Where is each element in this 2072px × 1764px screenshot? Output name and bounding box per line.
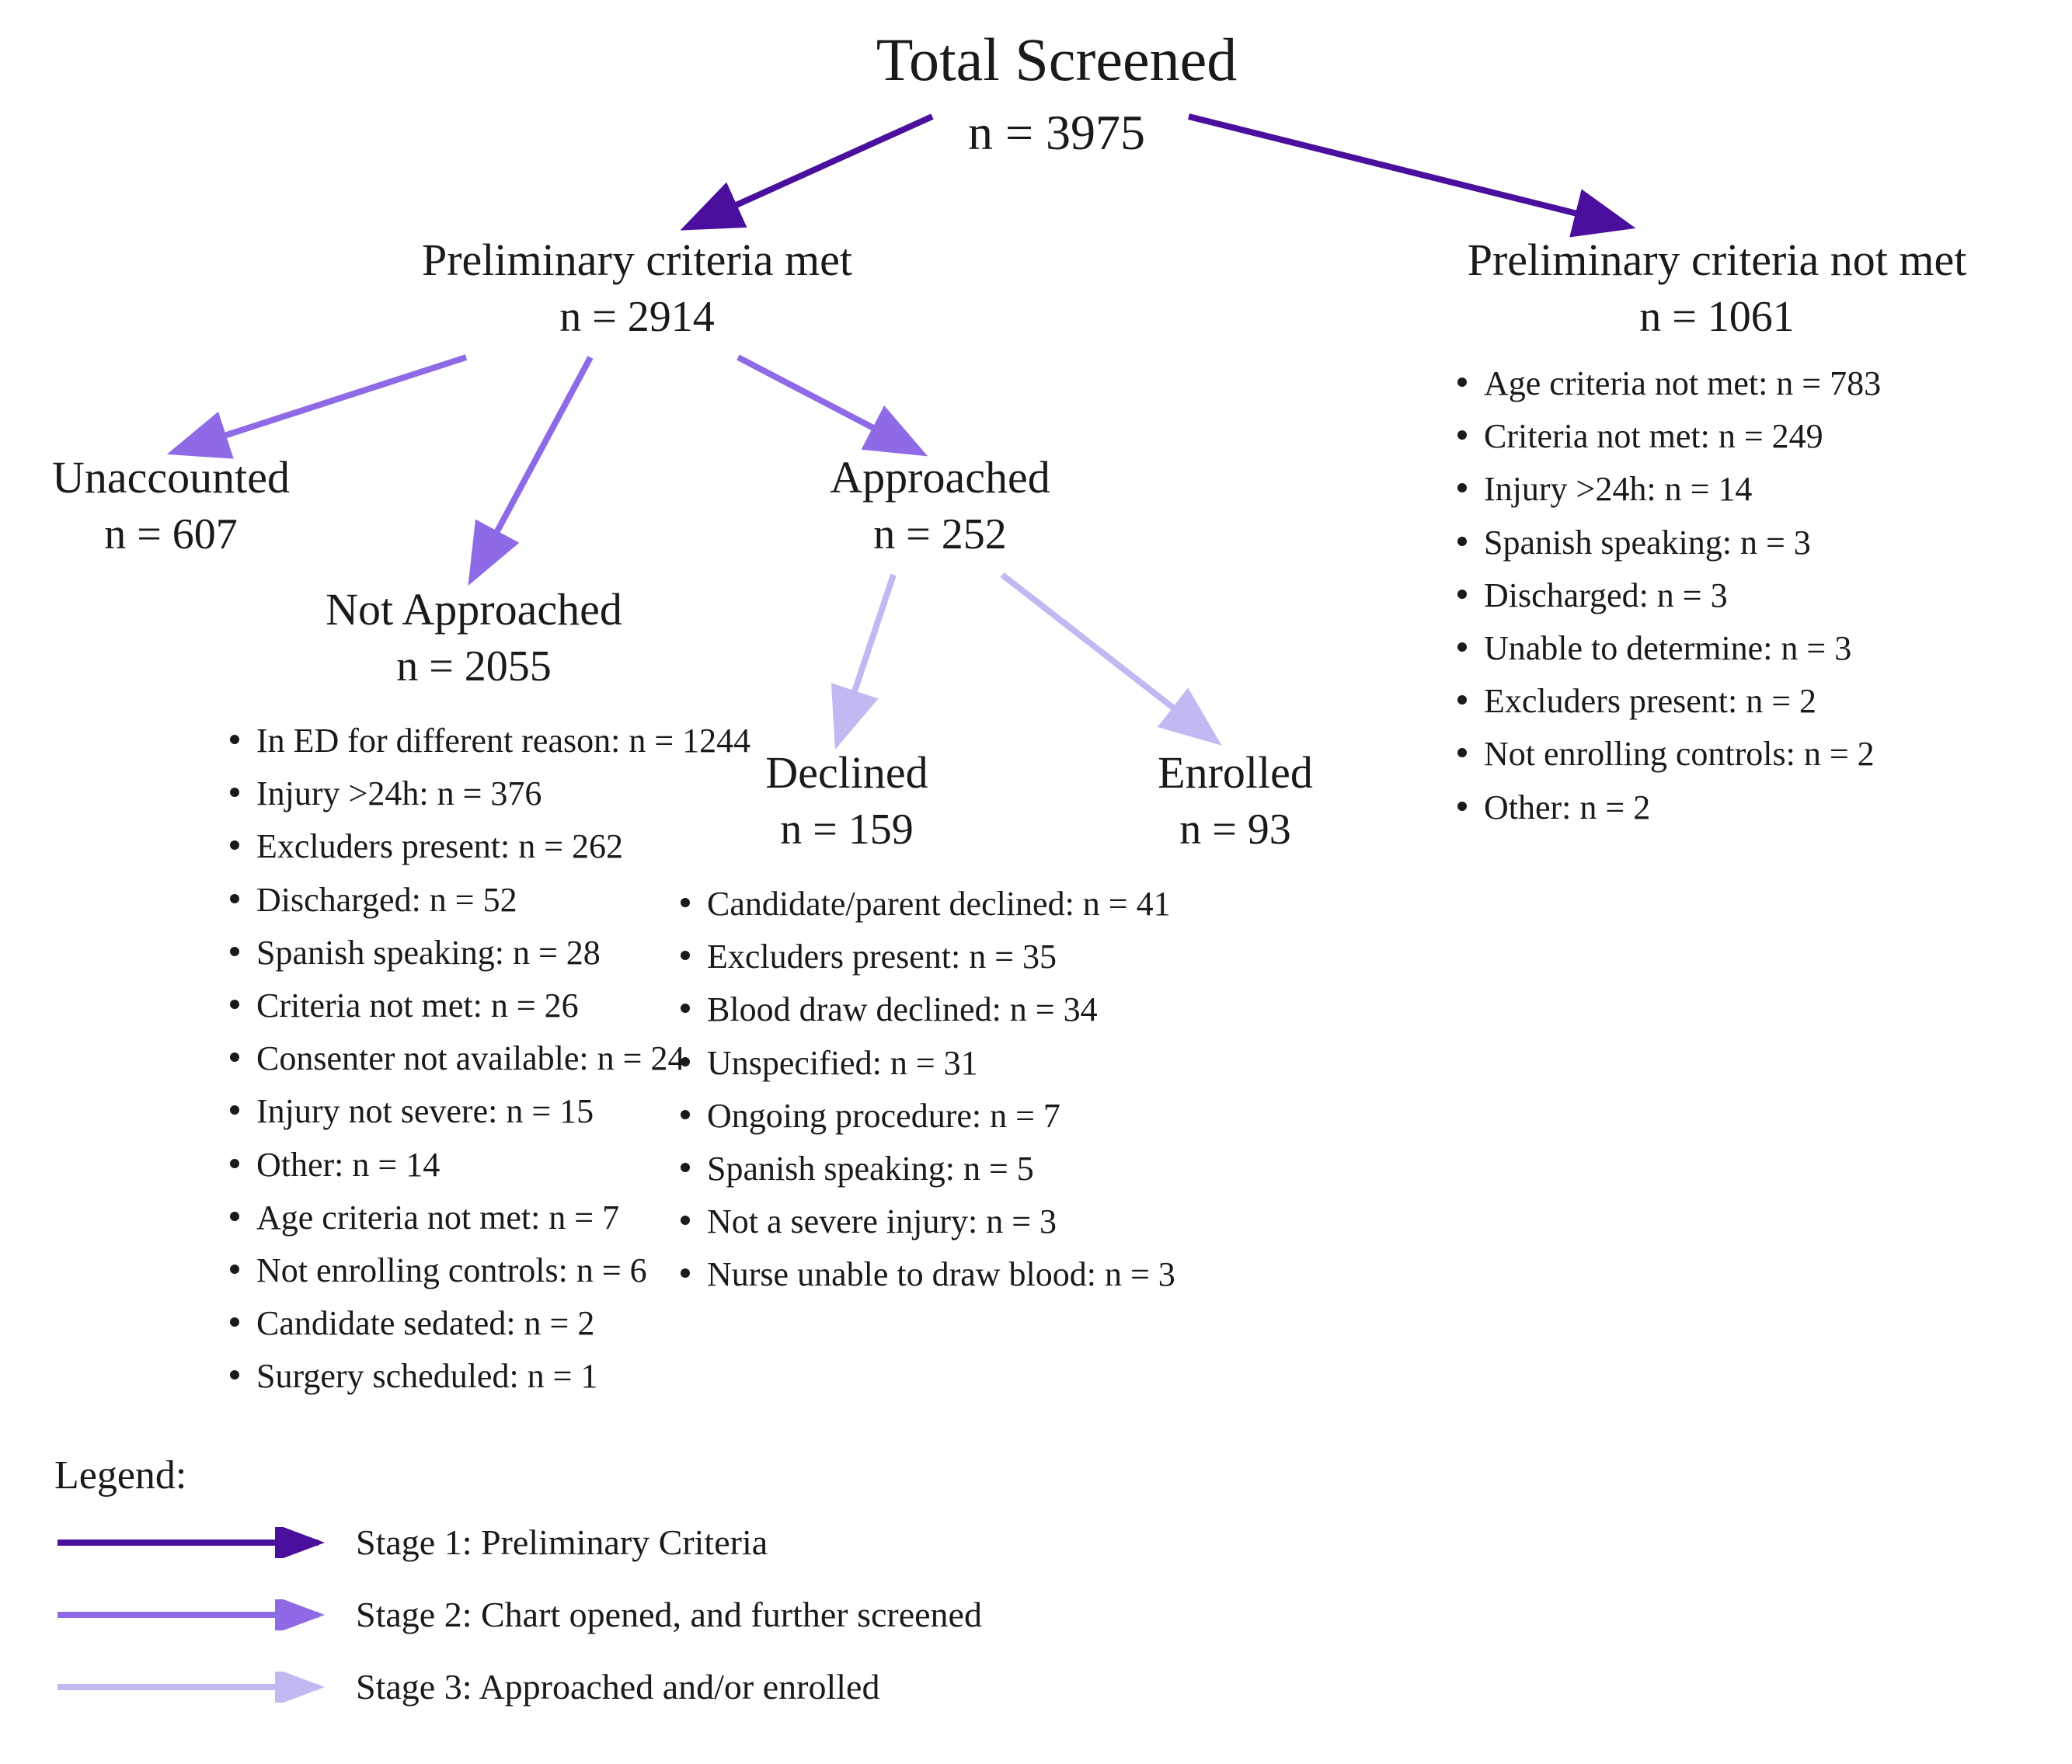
legend-label-stage2: Stage 2: Chart opened, and further scree… <box>356 1594 982 1635</box>
list-item: Excluders present: n = 262 <box>225 820 750 873</box>
arrow-app-to-enrol <box>1002 575 1212 738</box>
node-prelim-not-met: Preliminary criteria not met n = 1061 <box>1406 233 2028 342</box>
legend-label-stage1: Stage 1: Preliminary Criteria <box>356 1522 768 1563</box>
list-item: Discharged: n = 3 <box>1453 569 1881 622</box>
list-item: Age criteria not met: n = 783 <box>1453 357 1881 410</box>
list-item: Surgery scheduled: n = 1 <box>225 1350 750 1403</box>
node-not-approached: Not Approached n = 2055 <box>280 583 668 691</box>
legend-arrow-stage3 <box>54 1672 334 1703</box>
arrow-met-to-unacc <box>179 357 466 451</box>
list-item: Discharged: n = 52 <box>225 874 750 927</box>
legend-row-stage3: Stage 3: Approached and/or enrolled <box>54 1666 982 1707</box>
list-item: Injury >24h: n = 376 <box>225 767 750 820</box>
list-item: Injury >24h: n = 14 <box>1453 463 1881 516</box>
list-item: Candidate/parent declined: n = 41 <box>676 878 1175 931</box>
arrow-met-to-app <box>738 357 917 451</box>
list-item: Spanish speaking: n = 5 <box>676 1143 1175 1195</box>
list-item: Injury not severe: n = 15 <box>225 1085 750 1138</box>
list-item: Nurse unable to draw blood: n = 3 <box>676 1248 1175 1301</box>
approached-title: Approached <box>800 451 1080 505</box>
list-item: Consenter not available: n = 24 <box>225 1032 750 1085</box>
list-item: Other: n = 2 <box>1453 781 1881 834</box>
approached-n: n = 252 <box>800 510 1080 559</box>
prelim-met-title: Preliminary criteria met <box>357 233 917 287</box>
arrow-app-to-decl <box>839 575 893 738</box>
list-item: Spanish speaking: n = 28 <box>225 927 750 979</box>
not-approached-title: Not Approached <box>280 583 668 637</box>
prelim-not-met-bullets: Age criteria not met: n = 783Criteria no… <box>1453 357 1881 834</box>
declined-bullets: Candidate/parent declined: n = 41Exclude… <box>676 878 1175 1302</box>
list-item: Blood draw declined: n = 34 <box>676 983 1175 1036</box>
declined-n: n = 159 <box>723 805 971 854</box>
unaccounted-n: n = 607 <box>31 510 311 559</box>
node-prelim-met: Preliminary criteria met n = 2914 <box>357 233 917 342</box>
list-item: Excluders present: n = 2 <box>1453 675 1881 728</box>
legend-label-stage3: Stage 3: Approached and/or enrolled <box>356 1666 879 1707</box>
list-item: Criteria not met: n = 26 <box>225 979 750 1032</box>
arrow-met-to-notapp <box>474 357 590 575</box>
list-item: Ongoing procedure: n = 7 <box>676 1090 1175 1143</box>
legend-row-stage2: Stage 2: Chart opened, and further scree… <box>54 1594 982 1635</box>
node-declined: Declined n = 159 <box>723 746 971 854</box>
list-item: Other: n = 14 <box>225 1139 750 1192</box>
total-screened-title: Total Screened <box>839 23 1274 96</box>
list-item: In ED for different reason: n = 1244 <box>225 715 750 767</box>
node-unaccounted: Unaccounted n = 607 <box>31 451 311 559</box>
list-item: Candidate sedated: n = 2 <box>225 1297 750 1350</box>
node-total-screened: Total Screened n = 3975 <box>839 23 1274 162</box>
prelim-met-n: n = 2914 <box>357 292 917 342</box>
prelim-not-met-title: Preliminary criteria not met <box>1406 233 2028 287</box>
list-item: Criteria not met: n = 249 <box>1453 410 1881 463</box>
not-approached-bullets: In ED for different reason: n = 1244Inju… <box>225 715 750 1403</box>
list-item: Not a severe injury: n = 3 <box>676 1195 1175 1248</box>
list-item: Excluders present: n = 35 <box>676 931 1175 983</box>
legend-arrow-stage2 <box>54 1599 334 1630</box>
enrolled-title: Enrolled <box>1119 746 1352 800</box>
node-enrolled: Enrolled n = 93 <box>1119 746 1352 854</box>
legend: Legend: Stage 1: Preliminary Criteria St… <box>54 1453 982 1738</box>
list-item: Not enrolling controls: n = 2 <box>1453 728 1881 781</box>
list-item: Not enrolling controls: n = 6 <box>225 1244 750 1297</box>
legend-arrow-stage1 <box>54 1527 334 1558</box>
not-approached-n: n = 2055 <box>280 642 668 691</box>
declined-title: Declined <box>723 746 971 800</box>
list-item: Age criteria not met: n = 7 <box>225 1192 750 1244</box>
list-item: Spanish speaking: n = 3 <box>1453 517 1881 569</box>
unaccounted-title: Unaccounted <box>31 451 311 505</box>
prelim-not-met-n: n = 1061 <box>1406 292 2028 342</box>
legend-title: Legend: <box>54 1453 982 1498</box>
total-screened-n: n = 3975 <box>839 104 1274 162</box>
list-item: Unspecified: n = 31 <box>676 1037 1175 1090</box>
list-item: Unable to determine: n = 3 <box>1453 622 1881 675</box>
enrolled-n: n = 93 <box>1119 805 1352 854</box>
node-approached: Approached n = 252 <box>800 451 1080 559</box>
legend-row-stage1: Stage 1: Preliminary Criteria <box>54 1522 982 1563</box>
